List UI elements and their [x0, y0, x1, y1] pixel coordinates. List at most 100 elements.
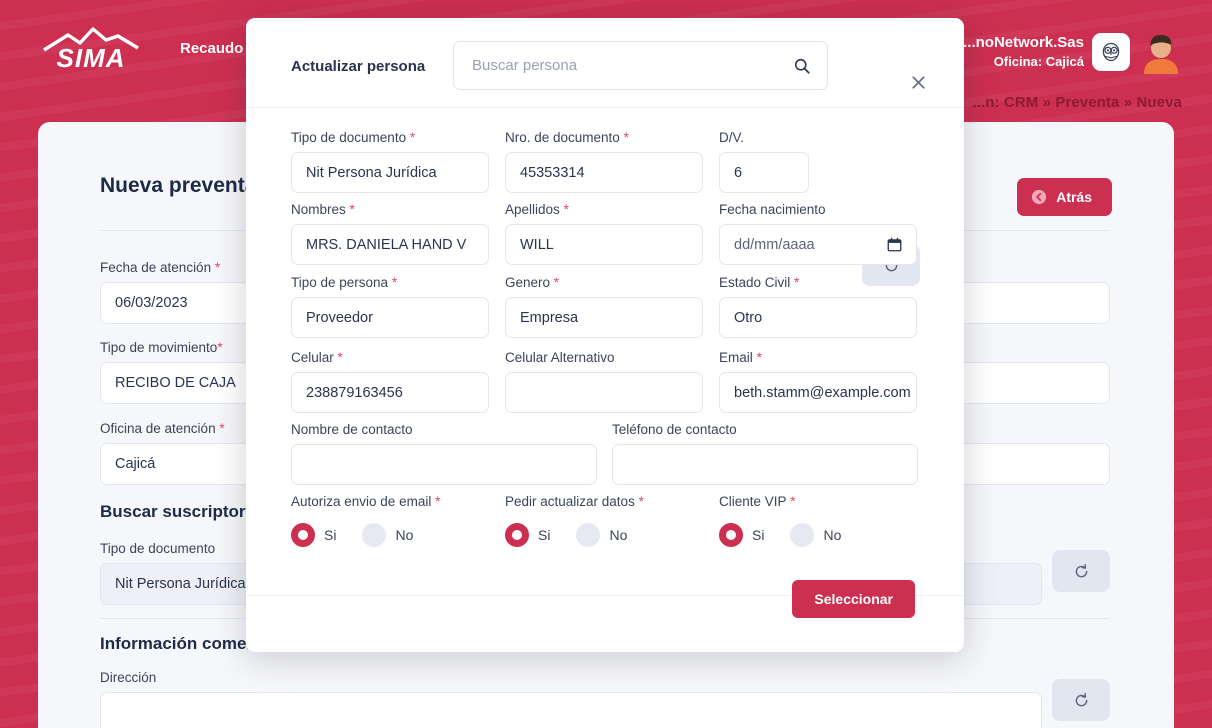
tipo-persona-input[interactable]: Proveedor: [291, 297, 489, 338]
field-label: Dirección: [100, 670, 157, 685]
nav-item-recaudo[interactable]: Recaudo: [180, 40, 244, 57]
field-tipo-documento: Tipo de documento * Nit Persona Jurídica: [291, 130, 489, 193]
search-input[interactable]: [454, 42, 793, 89]
field-label: Tipo de movimiento*: [100, 340, 223, 355]
field-label: Email *: [719, 350, 762, 365]
actualizar-persona-modal: Actualizar persona Tipo de documento * N…: [246, 18, 964, 652]
field-nombre-contacto: Nombre de contacto: [291, 422, 597, 485]
radio-label: No: [609, 527, 628, 543]
email-input[interactable]: beth.stamm@example.com: [719, 372, 917, 413]
required-marker: *: [435, 494, 441, 509]
modal-footer: Seleccionar: [246, 580, 964, 651]
genero-input[interactable]: Empresa: [505, 297, 703, 338]
required-marker: *: [337, 350, 343, 365]
radio-indicator-unselected[interactable]: [362, 523, 387, 547]
field-dv: D/V. 6: [719, 130, 809, 193]
section-title-informacion-comercial: Información comercial: [100, 634, 282, 653]
field-label: Nro. de documento *: [505, 130, 629, 145]
field-label: Nombres *: [291, 202, 355, 217]
field-label: Oficina de atención *: [100, 421, 225, 436]
owl-icon[interactable]: [1092, 33, 1130, 71]
seleccionar-button[interactable]: Seleccionar: [792, 580, 915, 618]
field-nombres: Nombres * MRS. DANIELA HAND V: [291, 202, 489, 265]
radio-label: No: [395, 527, 414, 543]
page-title: Nueva preventa: [100, 174, 257, 197]
arrow-left-circle-icon: [1031, 189, 1047, 205]
refresh-icon: [1073, 692, 1090, 709]
user-avatar-icon[interactable]: [1140, 32, 1182, 74]
field-label: Celular Alternativo: [505, 350, 615, 365]
field-label: Genero *: [505, 275, 560, 290]
radio-indicator-unselected[interactable]: [576, 523, 601, 547]
field-email: Email * beth.stamm@example.com: [719, 350, 917, 413]
radio-label: Si: [538, 527, 551, 543]
required-marker: *: [756, 350, 762, 365]
company-info: ...noNetwork.Sas Oficina: Cajicá: [963, 33, 1084, 71]
modal-header: Actualizar persona: [246, 18, 964, 108]
radio-indicator-selected[interactable]: [719, 523, 743, 547]
field-tipo-persona: Tipo de persona * Proveedor: [291, 275, 489, 338]
refresh-button-direccion[interactable]: [1052, 679, 1110, 721]
required-marker: *: [391, 275, 398, 290]
radio-group-autoriza-email: Autoriza envio de email * Si No: [291, 494, 491, 547]
nombre-contacto-input[interactable]: [291, 444, 597, 485]
back-button-label: Atrás: [1056, 189, 1092, 205]
radio-indicator-unselected[interactable]: [790, 523, 815, 547]
required-marker: *: [794, 275, 800, 290]
required-marker: *: [553, 275, 560, 290]
close-icon[interactable]: [906, 70, 930, 94]
field-label: Fecha nacimiento: [719, 202, 826, 217]
field-label: Tipo de documento *: [291, 130, 416, 145]
sima-logo[interactable]: SIMA: [38, 27, 144, 71]
radio-option-si[interactable]: Si: [719, 523, 764, 547]
field-label: Pedir actualizar datos *: [505, 494, 644, 509]
apellidos-input[interactable]: WILL: [505, 224, 703, 265]
nombres-input[interactable]: MRS. DANIELA HAND V: [291, 224, 489, 265]
radio-option-si[interactable]: Si: [291, 523, 336, 547]
field-label: Estado Civil *: [719, 275, 800, 290]
radio-label: Si: [752, 527, 765, 543]
telefono-contacto-input[interactable]: [612, 444, 918, 485]
field-apellidos: Apellidos * WILL: [505, 202, 703, 265]
required-marker: *: [623, 130, 629, 145]
radio-label: No: [823, 527, 842, 543]
tipo-documento-input[interactable]: Nit Persona Jurídica: [291, 152, 489, 193]
estado-civil-input[interactable]: Otro: [719, 297, 917, 338]
field-label: Tipo de documento: [100, 541, 216, 556]
search-icon[interactable]: [793, 57, 827, 75]
celular-input[interactable]: 238879163456: [291, 372, 489, 413]
breadcrumb: ...n: CRM » Preventa » Nueva: [972, 94, 1182, 111]
refresh-button-suscriptor[interactable]: [1052, 550, 1110, 592]
refresh-icon: [1073, 563, 1090, 580]
field-direccion: Dirección: [100, 670, 1042, 728]
required-marker: *: [409, 130, 416, 145]
company-office: Oficina: Cajicá: [993, 54, 1084, 69]
field-fecha-nacimiento: Fecha nacimiento dd/mm/aaaa: [719, 202, 917, 265]
direccion-input[interactable]: [100, 692, 1042, 728]
field-celular-alternativo: Celular Alternativo: [505, 350, 703, 413]
radio-option-no[interactable]: No: [790, 523, 841, 547]
radio-option-no[interactable]: No: [362, 523, 413, 547]
dv-input[interactable]: 6: [719, 152, 809, 193]
field-label: Nombre de contacto: [291, 422, 413, 437]
back-button[interactable]: Atrás: [1017, 178, 1112, 216]
fecha-nacimiento-value: dd/mm/aaaa: [734, 236, 815, 253]
field-label: Cliente VIP *: [719, 494, 796, 509]
svg-text:SIMA: SIMA: [57, 43, 126, 71]
required-marker: *: [349, 202, 355, 217]
calendar-icon[interactable]: [887, 237, 902, 252]
fecha-nacimiento-input[interactable]: dd/mm/aaaa: [719, 224, 917, 265]
radio-indicator-selected[interactable]: [505, 523, 529, 547]
celular-alternativo-input[interactable]: [505, 372, 703, 413]
search-person-field[interactable]: [453, 41, 828, 90]
radio-option-si[interactable]: Si: [505, 523, 550, 547]
radio-group-pedir-actualizar-datos: Pedir actualizar datos * Si No: [505, 494, 705, 547]
field-label: Autoriza envio de email *: [291, 494, 441, 509]
required-marker: *: [638, 494, 644, 509]
nro-documento-input[interactable]: 45353314: [505, 152, 703, 193]
radio-option-no[interactable]: No: [576, 523, 627, 547]
field-label: Tipo de persona *: [291, 275, 398, 290]
radio-indicator-selected[interactable]: [291, 523, 315, 547]
field-label: Celular *: [291, 350, 343, 365]
field-label: D/V.: [719, 130, 745, 145]
